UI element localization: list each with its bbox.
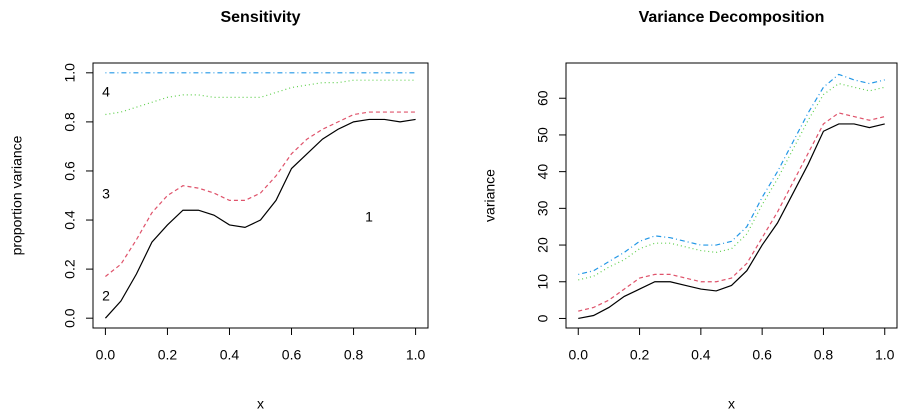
y-tick-label: 10 <box>535 274 551 290</box>
chart-title: Variance Decomposition <box>639 9 825 26</box>
x-axis-label: x <box>257 396 264 412</box>
y-tick-label: 0.8 <box>62 112 78 132</box>
x-tick-label: 1.0 <box>875 347 895 363</box>
annotation: 2 <box>102 288 110 304</box>
x-tick-label: 0.2 <box>158 347 178 363</box>
x-tick-label: 0.4 <box>220 347 240 363</box>
x-tick-label: 0.0 <box>96 347 116 363</box>
y-tick-label: 0.0 <box>62 308 78 328</box>
annotation: 4 <box>102 84 110 100</box>
y-tick-label: 0.2 <box>62 259 78 279</box>
x-tick-label: 1.0 <box>406 347 426 363</box>
y-tick-label: 60 <box>535 90 551 106</box>
annotation: 3 <box>102 186 110 202</box>
x-tick-label: 0.6 <box>282 347 302 363</box>
plot-box <box>92 62 429 329</box>
x-tick-label: 0.8 <box>344 347 364 363</box>
series-line <box>105 79 416 116</box>
y-tick-label: 0.4 <box>62 210 78 230</box>
y-tick-label: 50 <box>535 127 551 143</box>
y-tick-label: 20 <box>535 237 551 253</box>
y-axis-label: proportion variance <box>9 135 25 255</box>
x-tick-label: 0.8 <box>814 347 834 363</box>
chart-title: Sensitivity <box>220 9 300 26</box>
plot-box <box>565 62 898 329</box>
series-line <box>578 112 885 312</box>
x-tick-label: 0.0 <box>569 347 589 363</box>
series-line <box>578 82 885 281</box>
y-tick-label: 1.0 <box>62 63 78 83</box>
x-tick-label: 0.4 <box>691 347 711 363</box>
y-tick-label: 0 <box>535 314 551 322</box>
x-axis-label: x <box>728 396 735 412</box>
x-tick-label: 0.2 <box>630 347 650 363</box>
annotation: 1 <box>365 209 373 225</box>
x-tick-label: 0.6 <box>752 347 772 363</box>
series-line <box>578 73 885 275</box>
series-line <box>104 118 416 319</box>
y-tick-label: 30 <box>535 200 551 216</box>
y-tick-label: 0.6 <box>62 161 78 181</box>
series-line <box>578 123 885 320</box>
y-axis-label: variance <box>482 169 498 222</box>
series-line <box>105 111 416 277</box>
y-tick-label: 40 <box>535 164 551 180</box>
